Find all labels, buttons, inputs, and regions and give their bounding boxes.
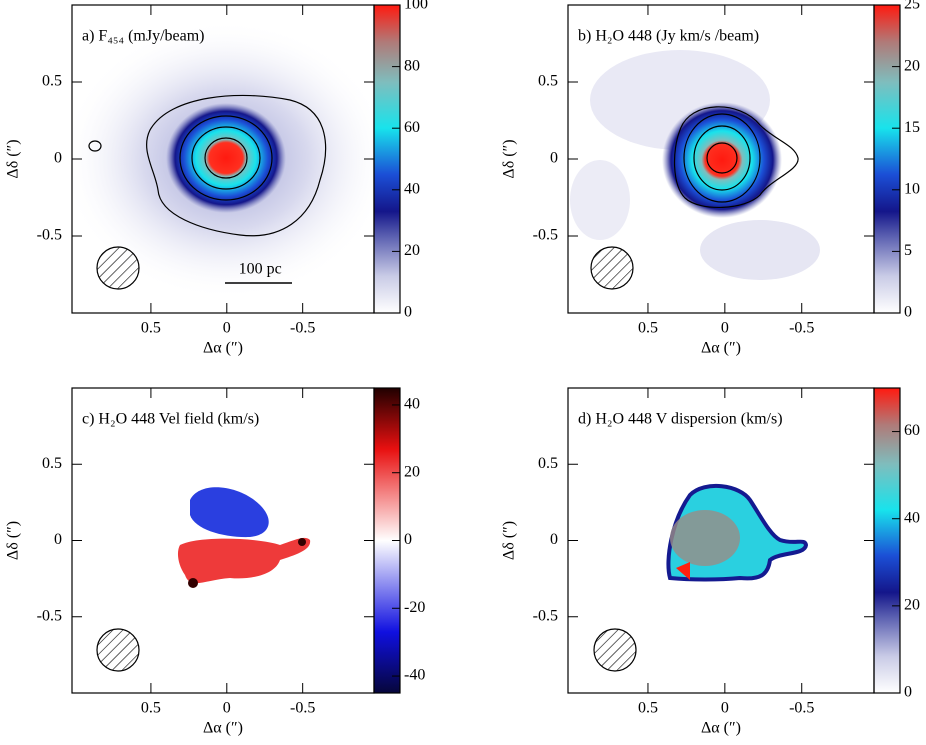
x-tick-label: 0	[721, 700, 729, 717]
colorbar-tick-label: 20	[904, 597, 920, 614]
colorbar-tick-label: 60	[404, 119, 420, 136]
colorbar-tick-label: 5	[904, 242, 912, 259]
colorbar-tick-label: 40	[404, 396, 420, 413]
y-tick-label: -0.5	[37, 607, 62, 624]
x-axis-label: Δα (″)	[203, 720, 243, 737]
y-tick-label: -0.5	[533, 227, 558, 244]
y-axis-label: Δδ (″)	[5, 139, 22, 178]
annotation: 100 pc	[239, 261, 282, 278]
y-tick-label: 0	[54, 531, 62, 548]
y-tick-label: -0.5	[533, 607, 558, 624]
y-tick-label: -0.5	[37, 227, 62, 244]
x-tick-label: 0	[223, 320, 231, 337]
colorbar-tick-label: 100	[404, 0, 428, 13]
y-tick-label: 0	[54, 150, 62, 167]
y-tick-label: 0	[550, 150, 558, 167]
x-tick-label: -0.5	[789, 700, 814, 717]
x-tick-label: 0.5	[141, 320, 161, 337]
x-axis-label: Δα (″)	[701, 720, 741, 737]
colorbar-tick-label: -20	[404, 599, 425, 616]
x-axis-label: Δα (″)	[701, 340, 741, 357]
colorbar	[873, 4, 901, 314]
y-tick-label: 0.5	[538, 73, 558, 90]
panel-title: c) H₂O 448 Vel field (km/s)	[82, 411, 259, 428]
colorbar-tick-label: 40	[904, 509, 920, 526]
panel-title: b) H₂O 448 (Jy km/s /beam)	[578, 28, 759, 45]
map-c	[96, 487, 311, 672]
y-axis-label: Δδ (″)	[501, 521, 518, 560]
y-tick-label: 0.5	[538, 455, 558, 472]
x-tick-label: -0.5	[290, 320, 315, 337]
colorbar	[373, 4, 401, 314]
colorbar-tick-label: 25	[904, 0, 920, 13]
x-tick-label: 0.5	[638, 700, 658, 717]
panel-title: a) F₄₅₄ (mJy/beam)	[82, 28, 204, 45]
colorbar-tick-label: 10	[904, 180, 920, 197]
x-tick-label: -0.5	[290, 700, 315, 717]
x-tick-label: 0	[721, 320, 729, 337]
colorbar-tick-label: 0	[904, 684, 912, 701]
map-a	[72, 20, 374, 300]
y-tick-label: 0.5	[42, 73, 62, 90]
colorbar-tick-label: 20	[404, 242, 420, 259]
y-axis-label: Δδ (″)	[5, 521, 22, 560]
map-b	[570, 50, 820, 290]
colorbar-tick-label: -40	[404, 667, 425, 684]
panel-title: d) H₂O 448 V dispersion (km/s)	[578, 411, 783, 428]
x-tick-label: 0.5	[638, 320, 658, 337]
colorbar-tick-label: 0	[904, 304, 912, 321]
x-tick-label: 0	[223, 700, 231, 717]
colorbar-tick-label: 0	[404, 304, 412, 321]
colorbar-tick-label: 40	[404, 180, 420, 197]
y-tick-label: 0.5	[42, 455, 62, 472]
x-tick-label: -0.5	[789, 320, 814, 337]
colorbar	[873, 387, 901, 694]
y-tick-label: 0	[550, 531, 558, 548]
colorbar-tick-label: 15	[904, 119, 920, 136]
x-axis-label: Δα (″)	[203, 340, 243, 357]
map-d	[593, 483, 809, 672]
colorbar-tick-label: 20	[404, 463, 420, 480]
colorbar-tick-label: 60	[904, 422, 920, 439]
colorbar-tick-label: 20	[904, 57, 920, 74]
colorbar-tick-label: 0	[404, 531, 412, 548]
x-tick-label: 0.5	[141, 700, 161, 717]
y-axis-label: Δδ (″)	[501, 139, 518, 178]
colorbar-tick-label: 80	[404, 57, 420, 74]
